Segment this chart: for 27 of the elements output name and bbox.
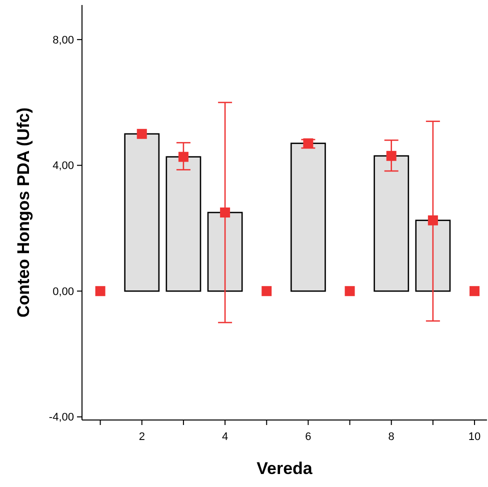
bar bbox=[207, 212, 243, 292]
x-tick-label: 10 bbox=[468, 431, 481, 443]
x-tick-label: 2 bbox=[138, 431, 145, 443]
y-tick-label: -4,00 bbox=[48, 412, 74, 424]
x-tick-label: 4 bbox=[222, 431, 228, 443]
x-axis-title: Vereda bbox=[256, 459, 313, 478]
point bbox=[262, 286, 272, 296]
point bbox=[95, 286, 106, 296]
point bbox=[344, 286, 355, 296]
bar bbox=[415, 220, 451, 292]
x-tick-label: 6 bbox=[305, 431, 312, 443]
point bbox=[428, 215, 438, 226]
bar bbox=[290, 142, 326, 292]
y-axis-title: Conteo Hongos PDA (Ufc) bbox=[14, 108, 33, 318]
y-tick-label: 4,00 bbox=[52, 160, 74, 172]
point bbox=[178, 152, 188, 162]
point bbox=[303, 138, 314, 148]
bar bbox=[374, 155, 410, 292]
y-tick-label: 0,00 bbox=[52, 286, 74, 298]
point bbox=[136, 128, 147, 139]
bar bbox=[124, 133, 160, 292]
x-tick-label: 8 bbox=[388, 431, 394, 443]
point bbox=[220, 208, 230, 218]
bar bbox=[166, 156, 202, 292]
point bbox=[386, 150, 396, 161]
y-tick-label: 8,00 bbox=[52, 34, 74, 46]
point bbox=[470, 286, 480, 296]
